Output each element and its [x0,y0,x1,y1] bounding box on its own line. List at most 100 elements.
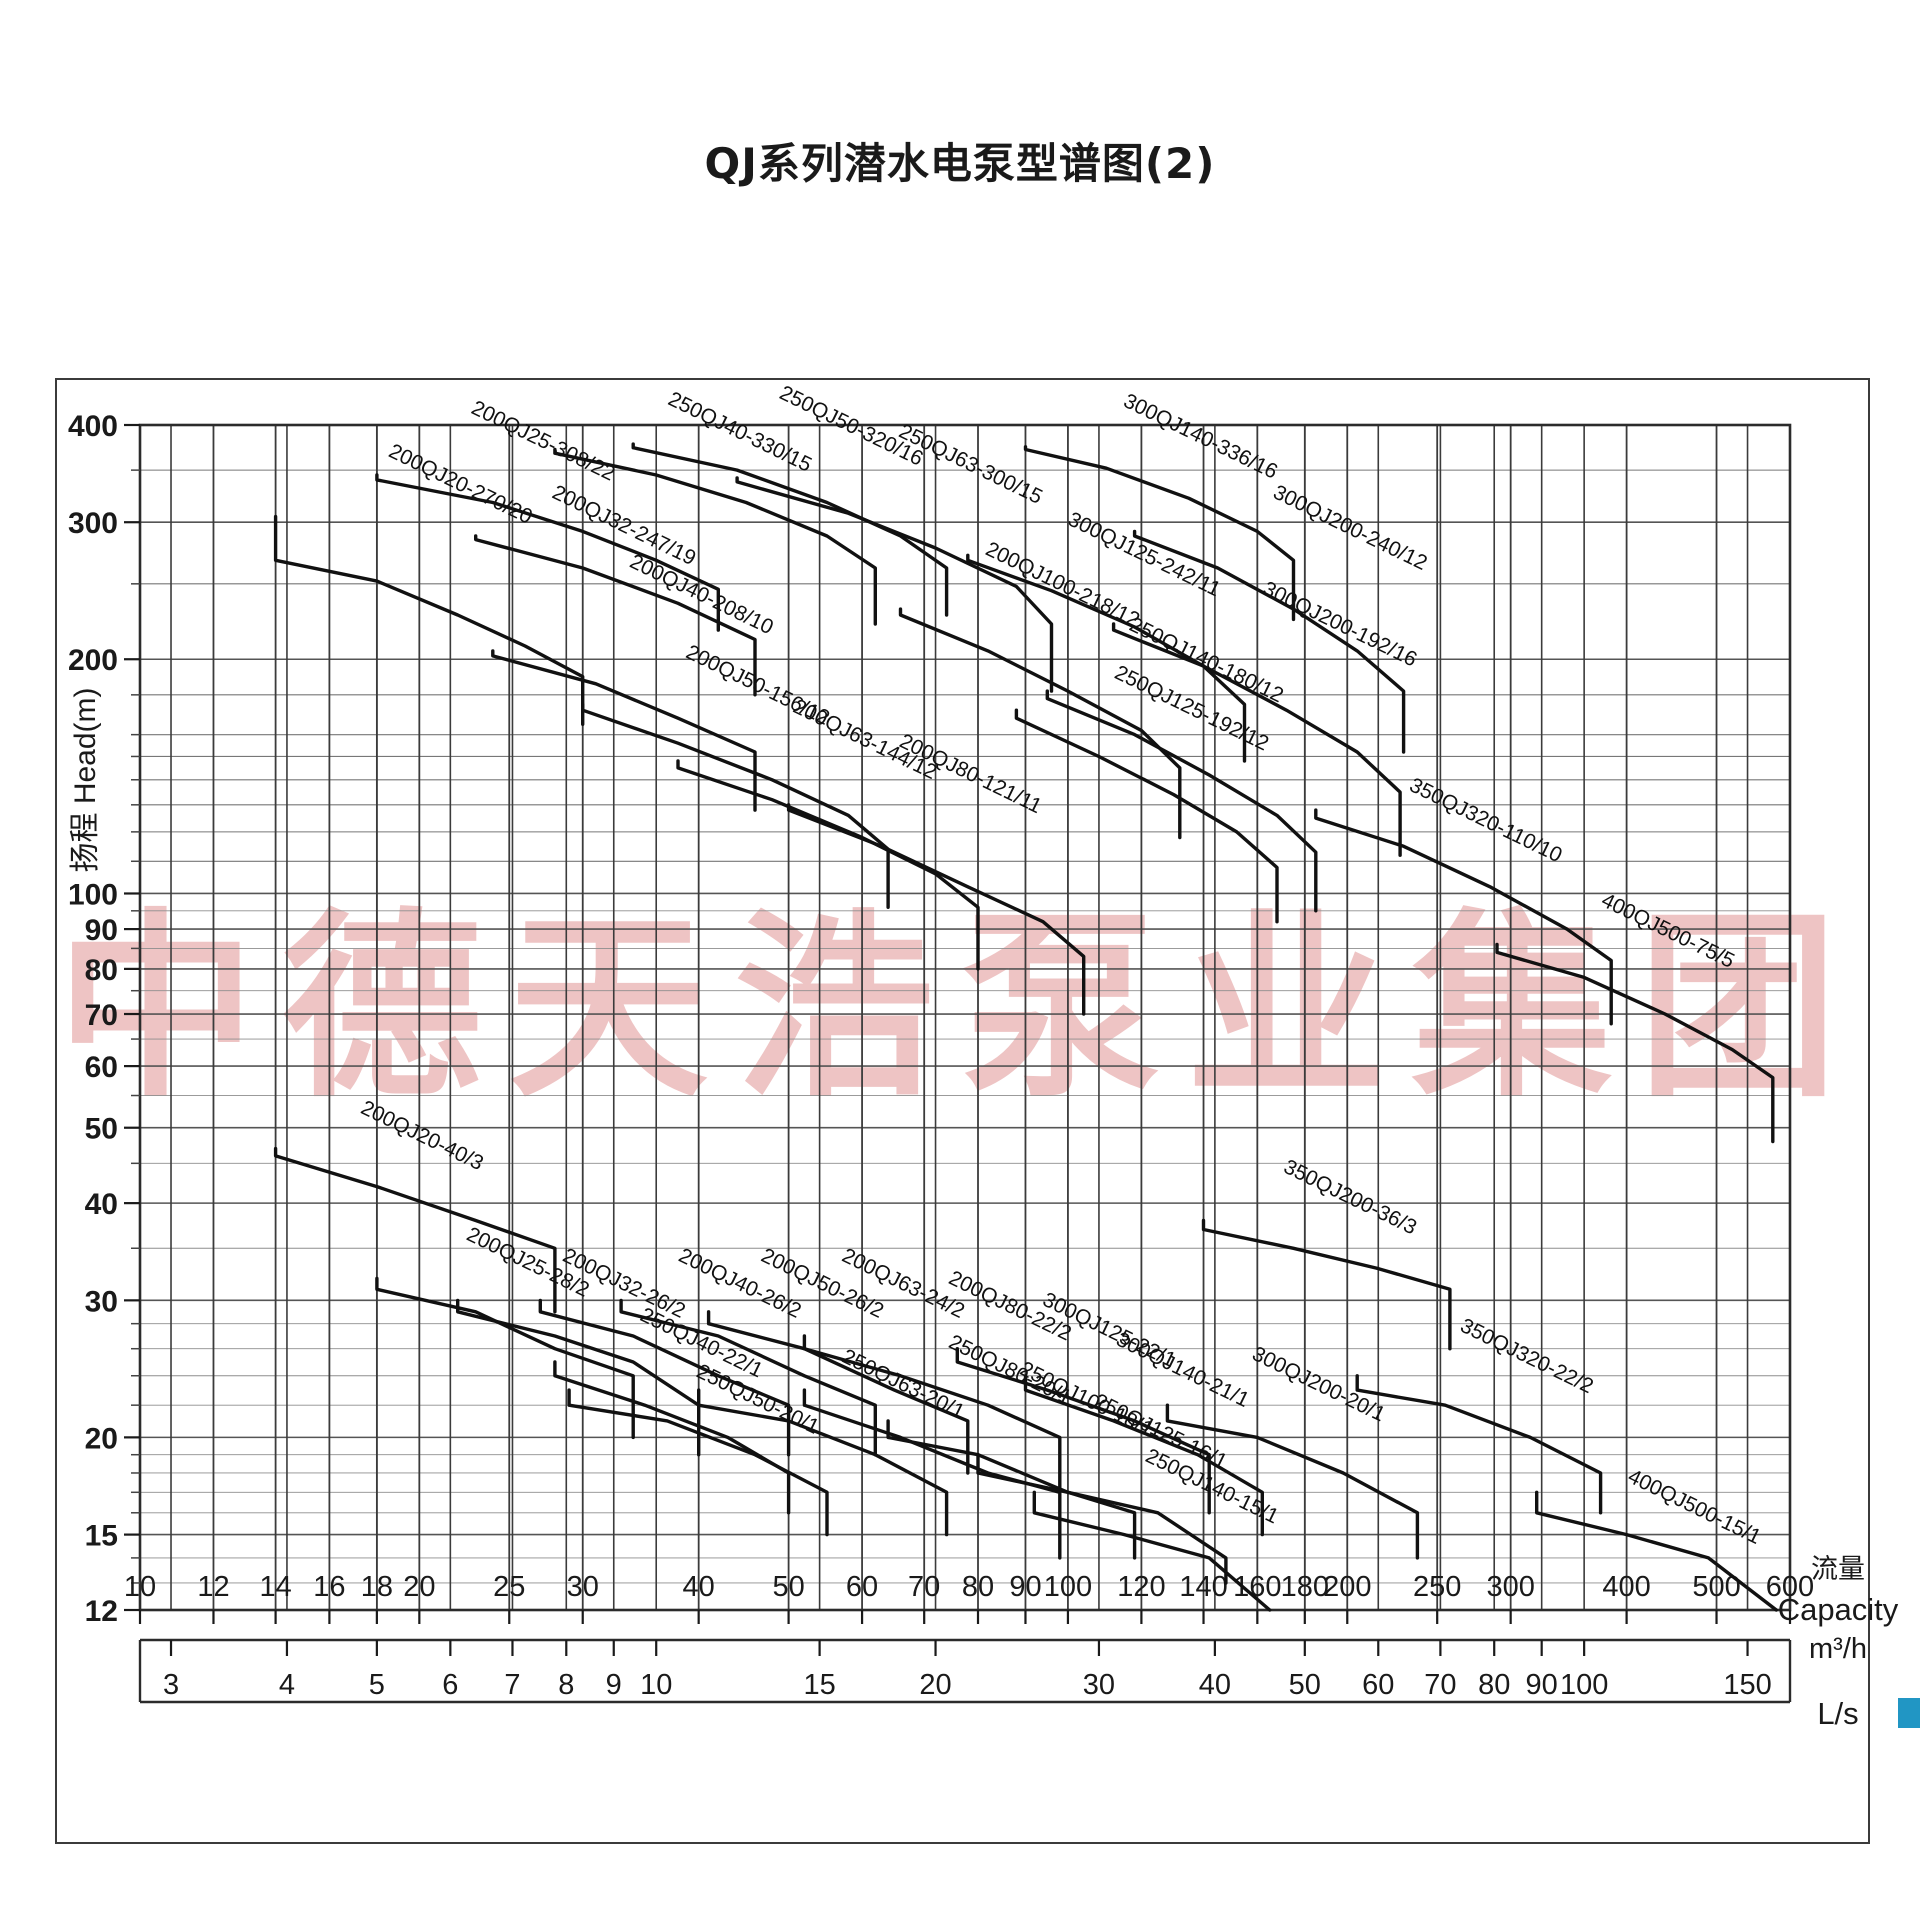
pump-envelope-curve [1165,1403,1420,1560]
pump-envelope-curve [706,1310,970,1475]
pump-model-label: 200QJ25-308/22 [468,396,619,485]
x-tick-label-ls: 10 [640,1669,672,1701]
pump-envelope-curve [1111,622,1402,857]
x-tick-label-m3h: 600 [1766,1571,1814,1603]
x-tick-label-m3h: 90 [1009,1571,1041,1603]
x-tick-label-m3h: 400 [1602,1571,1650,1603]
chart-frame [55,378,1870,1844]
x-tick-label-ls: 5 [369,1669,385,1701]
y-tick-label: 90 [85,914,118,947]
x-tick-label-m3h: 14 [259,1571,291,1603]
pump-model-label: 250QJ63-20/1 [838,1345,968,1424]
pump-envelope-curve [1032,1490,1272,1612]
x-tick-label-ls: 4 [279,1669,295,1701]
page-title: QJ系列潜水电泵型谱图(2) [704,139,1216,188]
x-tick-label-ls: 40 [1199,1669,1231,1701]
x-axis-title-cn: 流量 [1811,1554,1865,1584]
pump-model-label: 400QJ500-15/1 [1624,1465,1764,1549]
pump-envelope-curve [553,447,877,626]
y-axis-title: 扬程 Head(m) [69,687,102,872]
pump-model-label: 300QJ140-21/1 [1113,1328,1253,1412]
pump-envelope-curve [955,1347,1211,1515]
pump-envelope-curve [1023,445,1296,622]
x-tick-label-ls: 6 [442,1669,458,1701]
y-tick-label: 400 [68,410,118,443]
x-tick-label-m3h: 50 [772,1571,804,1603]
y-tick-label: 50 [85,1113,118,1146]
pump-envelope-curve [273,1146,557,1314]
pump-envelope-curve [553,1360,791,1515]
pump-envelope-curve [375,1276,635,1440]
x-tick-label-m3h: 10 [124,1571,156,1603]
x-tick-label-m3h: 70 [908,1571,940,1603]
pump-envelope-curve [802,1388,1062,1560]
x-axis-unit-ls: L/s [1817,1696,1858,1731]
y-tick-label: 12 [85,1595,118,1628]
y-tick-label: 200 [68,644,118,677]
pump-model-label: 200QJ20-270/20 [385,440,536,529]
pump-envelope-curve [676,759,980,971]
x-tick-label-ls: 50 [1289,1669,1321,1701]
pump-envelope-curve [697,1388,949,1537]
x-tick-label-ls: 8 [558,1669,574,1701]
x-tick-label-ls: 60 [1362,1669,1394,1701]
pump-envelope-curve [1535,1490,1778,1612]
x-axis-unit-m3h: m³/h [1809,1633,1867,1665]
pump-model-label: 350QJ320-22/2 [1457,1314,1597,1398]
x-tick-label-m3h: 180 [1281,1571,1329,1603]
x-tick-label-m3h: 30 [567,1571,599,1603]
y-tick-label: 80 [85,954,118,987]
x-tick-label-m3h: 25 [493,1571,525,1603]
x-tick-label-ls: 150 [1723,1669,1771,1701]
x-tick-label-m3h: 250 [1413,1571,1461,1603]
x-tick-label-m3h: 120 [1117,1571,1165,1603]
y-tick-label: 30 [85,1285,118,1318]
pump-envelope-curve [567,1388,829,1537]
pump-envelope-curve [898,607,1182,840]
x-tick-label-m3h: 300 [1486,1571,1534,1603]
y-tick-label: 300 [68,507,118,540]
pump-envelope-curve [474,534,757,697]
x-tick-label-ls: 20 [919,1669,951,1701]
x-tick-label-m3h: 80 [962,1571,994,1603]
pump-envelope-curve [491,649,757,812]
y-tick-label: 15 [85,1520,118,1553]
x-tick-label-m3h: 40 [683,1571,715,1603]
pump-envelope-curve [802,1334,1062,1494]
pump-envelope-curve [1495,942,1775,1144]
pump-model-label: 350QJ200-36/3 [1280,1155,1420,1239]
pump-envelope-curve [619,1298,877,1457]
x-tick-label-m3h: 20 [403,1571,435,1603]
pump-envelope-curve [966,553,1247,763]
y-tick-label: 20 [85,1422,118,1455]
pump-envelope-curve [273,514,585,726]
x-axis-title-en: Capacity [1778,1592,1899,1627]
pump-envelope-curve [1314,808,1613,1026]
pump-model-label: 200QJ40-208/10 [626,550,777,639]
page-edge-marker [1898,1698,1920,1728]
x-tick-label-ls: 3 [163,1669,179,1701]
pump-envelope-curve [456,1298,701,1457]
x-tick-label-ls: 90 [1526,1669,1558,1701]
x-tick-label-m3h: 200 [1323,1571,1371,1603]
grid-layer [139,424,1791,1611]
pump-envelope-curve [375,473,720,632]
y-tick-label: 100 [68,878,118,911]
x-tick-label-m3h: 60 [846,1571,878,1603]
x-tick-label-m3h: 12 [197,1571,229,1603]
y-tick-label: 70 [85,999,118,1032]
x-tick-label-ls: 70 [1424,1669,1456,1701]
pump-envelope-curve [1023,1374,1264,1537]
pump-envelope-curve [1014,708,1279,924]
pump-envelope-curve [976,1453,1228,1585]
pump-envelope-curve [1355,1374,1603,1515]
x-tick-label-ls: 80 [1478,1669,1510,1701]
x-tick-label-ls: 30 [1083,1669,1115,1701]
pump-envelope-curve [1132,529,1406,754]
pump-envelope-curve [1201,1218,1452,1351]
pump-envelope-curve [1045,689,1318,913]
x-tick-label-ls: 100 [1560,1669,1608,1701]
pump-envelope-curve [886,1419,1137,1560]
pump-model-label: 300QJ200-192/16 [1259,577,1420,671]
